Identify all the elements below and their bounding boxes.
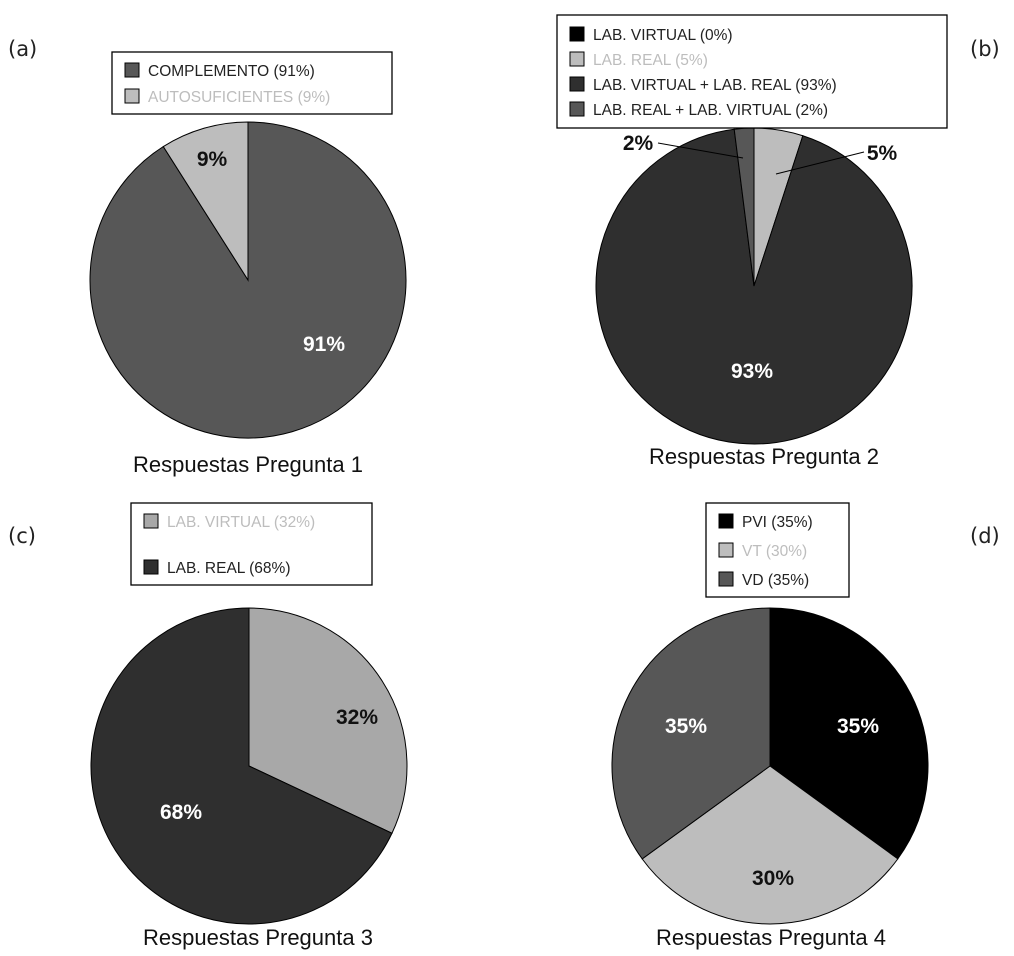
- slice-value-label: 30%: [752, 867, 794, 890]
- pie-chart-3: (c) 32% 68% LAB. VIRTUAL (32%) LAB. REAL (68…: [8, 502, 408, 950]
- legend-swatch: [569, 51, 585, 67]
- slice-value-label: 9%: [197, 148, 228, 171]
- legend-box: [111, 51, 393, 115]
- pie-chart-1: (a) 91% 9% COMPLEMENTO (91%) AUTOSUFICIENTES…: [8, 37, 407, 477]
- legend-swatch: [124, 88, 140, 104]
- pie-slice-2: [90, 607, 393, 925]
- panel-label: (d): [970, 524, 1000, 548]
- pie-slice-3: [595, 128, 913, 445]
- slice-value-label: 91%: [303, 333, 345, 356]
- legend-swatch: [569, 26, 585, 42]
- panel-label: (a): [8, 37, 37, 61]
- legend-entry: AUTOSUFICIENTES (9%): [148, 89, 330, 106]
- legend-entry: PVI (35%): [742, 514, 813, 531]
- legend-entry: LAB. VIRTUAL (0%): [593, 27, 733, 44]
- pie-slice-1: [248, 607, 408, 834]
- legend-entry: LAB. REAL (5%): [593, 52, 708, 69]
- pie-slice-2: [162, 121, 249, 282]
- leader-line: [775, 151, 865, 175]
- legend-box: [556, 14, 948, 129]
- legend-swatch: [569, 76, 585, 92]
- pie-chart-2: (b) 5% 93% 2% LAB. VIRTUAL (0%) LAB. REAL (5%…: [556, 14, 1000, 469]
- panel-label: (b): [970, 37, 1000, 61]
- legend-entry: COMPLEMENTO (91%): [148, 63, 315, 80]
- legend-entry: LAB. REAL (68%): [167, 560, 290, 577]
- slice-value-label: 35%: [837, 715, 879, 738]
- panel-label: (c): [8, 524, 36, 548]
- leader-line: [657, 142, 744, 159]
- chart-title: Respuestas Pregunta 3: [143, 925, 373, 950]
- slice-value-label: 32%: [336, 706, 378, 729]
- slice-value-label: 5%: [867, 142, 898, 165]
- legend-entry: VD (35%): [742, 572, 809, 589]
- chart-title: Respuestas Pregunta 2: [649, 444, 879, 469]
- legend-swatch: [718, 542, 734, 558]
- legend-entry: VT (30%): [742, 543, 807, 560]
- legend-entry: LAB. VIRTUAL (32%): [167, 514, 315, 531]
- slice-value-label: 35%: [665, 715, 707, 738]
- legend-swatch: [718, 513, 734, 529]
- legend-swatch: [569, 101, 585, 117]
- pie-chart-4: (d) 35% 30% 35% PVI (35%) VT (30%) VD (35%) Res…: [611, 502, 1000, 950]
- slice-value-label: 2%: [623, 132, 654, 155]
- legend-entry: LAB. REAL + LAB. VIRTUAL (2%): [593, 102, 828, 119]
- legend-swatch: [143, 513, 159, 529]
- slice-value-label: 68%: [160, 801, 202, 824]
- pie-slice-1: [769, 607, 929, 860]
- chart-title: Respuestas Pregunta 1: [133, 452, 363, 477]
- legend-swatch: [718, 571, 734, 587]
- pie-slice-2: [641, 765, 899, 925]
- legend-entry: LAB. VIRTUAL + LAB. REAL (93%): [593, 77, 837, 94]
- pie-slice-3: [611, 607, 771, 860]
- slice-value-label: 93%: [731, 360, 773, 383]
- chart-title: Respuestas Pregunta 4: [656, 925, 886, 950]
- legend-box: [130, 502, 373, 586]
- legend-swatch: [124, 62, 140, 78]
- legend-swatch: [143, 559, 159, 575]
